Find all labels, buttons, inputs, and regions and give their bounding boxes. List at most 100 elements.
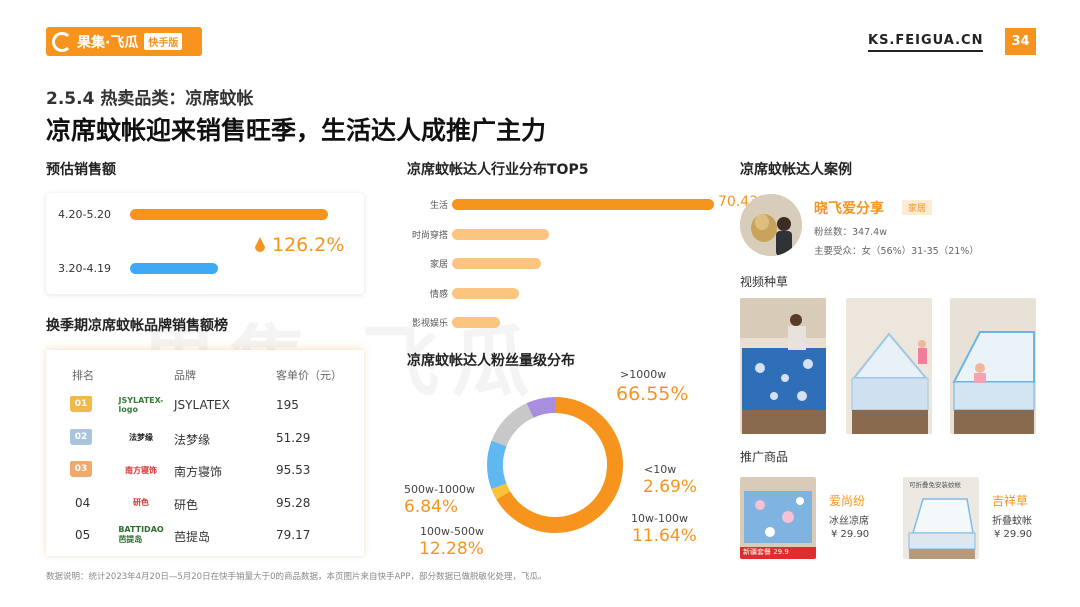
unit-price: 195 <box>276 398 299 412</box>
fans-value-10w-100w: 11.64% <box>632 526 697 546</box>
brand-logo-image: 法梦缘 <box>124 428 158 448</box>
product-1-picture <box>740 477 816 559</box>
rank-number: 05 <box>75 528 91 542</box>
industry-label: 时尚穿搭 <box>411 230 448 241</box>
brand-logo-image: 南方寝饰 <box>124 460 158 480</box>
industry-label: 家居 <box>429 260 448 270</box>
donut-slice-100w-500w <box>491 403 534 447</box>
fans-value-gt1000w: 66.55% <box>616 383 689 405</box>
sales-category-1: 4.20-5.20 <box>58 208 111 221</box>
header-price: 客单价（元） <box>276 369 342 382</box>
rank-number: 02 <box>74 431 88 442</box>
fans-value-500w-1000w: 6.84% <box>404 497 459 517</box>
avatar[interactable] <box>740 194 802 256</box>
ranking-title: 换季期凉席蚊帐品牌销售额榜 <box>46 318 228 334</box>
unit-price: 95.53 <box>276 463 311 477</box>
data-note: 数据说明：统计2023年4月20日—5月20日在快手销量大于0的商品数据，本页图… <box>46 572 547 582</box>
header-rank: 排名 <box>72 369 94 382</box>
industry-label: 情感 <box>429 289 448 300</box>
product-image-1[interactable]: 新疆套餐 29.9 <box>740 477 816 559</box>
donut-slice-10w-100w <box>487 440 507 490</box>
video-thumbnail-1[interactable] <box>740 298 826 434</box>
industry-bar <box>452 258 542 269</box>
brand-logo-text: BATTIDAO 芭提岛 <box>118 525 164 544</box>
rank-crown-icon: 01 <box>70 396 92 412</box>
case-title: 凉席蚊帐达人案例 <box>740 162 852 178</box>
brand-name: 芭提岛 <box>174 530 211 544</box>
brand-logo[interactable]: 果集·飞瓜 快手版 <box>46 27 202 56</box>
product-1-overlay: 新疆套餐 29.9 <box>743 548 789 556</box>
rank-number: 03 <box>74 464 88 474</box>
page-title: 凉席蚊帐迎来销售旺季，生活达人成推广主力 <box>46 116 547 145</box>
fans-label-gt1000w: >1000w <box>620 368 667 381</box>
product-section-title: 推广商品 <box>740 450 789 464</box>
brand-logo-text: JSYLATEX-logo <box>118 396 164 414</box>
industry-bar <box>452 199 714 210</box>
product-1-name[interactable]: 爱尚纷 <box>829 494 866 508</box>
header-brand: 品牌 <box>174 369 196 382</box>
brand-logo-image: 研色 <box>124 493 158 513</box>
video-image-3 <box>950 298 1036 434</box>
sales-growth-value: 126.2% <box>272 234 345 256</box>
fans-value-lt10w: 2.69% <box>643 477 698 497</box>
rank-number: 01 <box>74 399 88 409</box>
unit-price: 79.17 <box>276 528 311 542</box>
brand-name: 法梦缘 <box>174 432 211 447</box>
donut-slice-<10w <box>491 483 511 500</box>
fans-label-100w-500w: 100w-500w <box>420 525 484 538</box>
industry-label: 影视娱乐 <box>411 319 448 329</box>
sales-growth: 126.2% <box>254 234 344 256</box>
industry-bar <box>452 228 549 240</box>
sales-title: 预估销售额 <box>46 162 116 178</box>
product-2-price: ¥ 29.90 <box>994 529 1033 540</box>
video-thumbnail-2[interactable] <box>846 298 932 434</box>
brand-name: 研色 <box>174 497 199 512</box>
video-thumbnail-3[interactable] <box>950 298 1036 434</box>
industry-label: 生活 <box>429 201 448 211</box>
industry-chart: 生活 时尚穿搭 家居 情感 影视娱乐 70.43% <box>380 190 771 335</box>
product-1-desc: 冰丝凉席 <box>829 516 869 527</box>
influencer-name[interactable]: 晓飞爱分享 <box>814 201 884 217</box>
product-2-picture <box>903 477 979 559</box>
sales-category-2: 3.20-4.19 <box>58 262 111 275</box>
industry-bar <box>452 317 501 328</box>
brand-logo-text: 研色 <box>133 498 149 507</box>
ranking-table: 排名 品牌 客单价（元） 01 JSYLATEX-logo JSYLATEX 1… <box>46 350 364 556</box>
logo-tag: 快手版 <box>144 33 183 50</box>
brand-name: JSYLATEX <box>174 398 230 412</box>
rank-crown-icon: 02 <box>70 428 92 445</box>
brand-logo-image: JSYLATEX-logo <box>119 395 164 415</box>
video-image-2 <box>846 298 932 434</box>
video-section-title: 视频种草 <box>740 275 789 289</box>
sales-bar-previous <box>130 263 218 274</box>
industry-bar <box>452 287 519 299</box>
fans-donut-chart <box>487 397 623 533</box>
drop-up-icon <box>255 236 265 252</box>
fans-label-lt10w: <10w <box>644 463 677 476</box>
section-label: 2.5.4 热卖品类：凉席蚊帐 <box>46 89 254 109</box>
unit-price: 51.29 <box>276 430 311 445</box>
fans-label-500w-1000w: 500w-1000w <box>404 483 475 496</box>
logo-name: 果集·飞瓜 <box>77 34 139 51</box>
sales-card: 4.20-5.20 3.20-4.19 126.2% <box>46 193 364 294</box>
fans-label-10w-100w: 10w-100w <box>631 512 688 525</box>
category-tag: 家居 <box>902 200 933 215</box>
main-audience: 主要受众：女（56%）31-35（21%） <box>814 246 979 257</box>
site-url[interactable]: KS.FEIGUA.CN <box>868 33 984 52</box>
product-2-overlay: 可折叠免安装蚊帐 <box>909 481 961 489</box>
donut-slice->1000w <box>496 397 623 533</box>
brand-logo-image: BATTIDAO 芭提岛 <box>118 525 163 545</box>
product-2-desc: 折叠蚊帐 <box>992 516 1032 527</box>
avatar-image <box>740 194 802 256</box>
product-2-name[interactable]: 吉祥草 <box>992 494 1029 508</box>
product-image-2[interactable]: 可折叠免安装蚊帐 <box>903 477 979 559</box>
sales-bar-current <box>130 209 328 220</box>
brand-logo-text: 法梦缘 <box>129 433 153 442</box>
rank-number: 04 <box>75 495 91 510</box>
brand-logo-text: 南方寝饰 <box>125 465 157 475</box>
rank-crown-icon: 03 <box>70 461 92 477</box>
fan-count: 粉丝数：347.4w <box>814 227 887 238</box>
fans-value-100w-500w: 12.28% <box>419 539 484 559</box>
product-1-price: ¥ 29.90 <box>831 529 870 540</box>
logo-icon <box>52 31 72 52</box>
